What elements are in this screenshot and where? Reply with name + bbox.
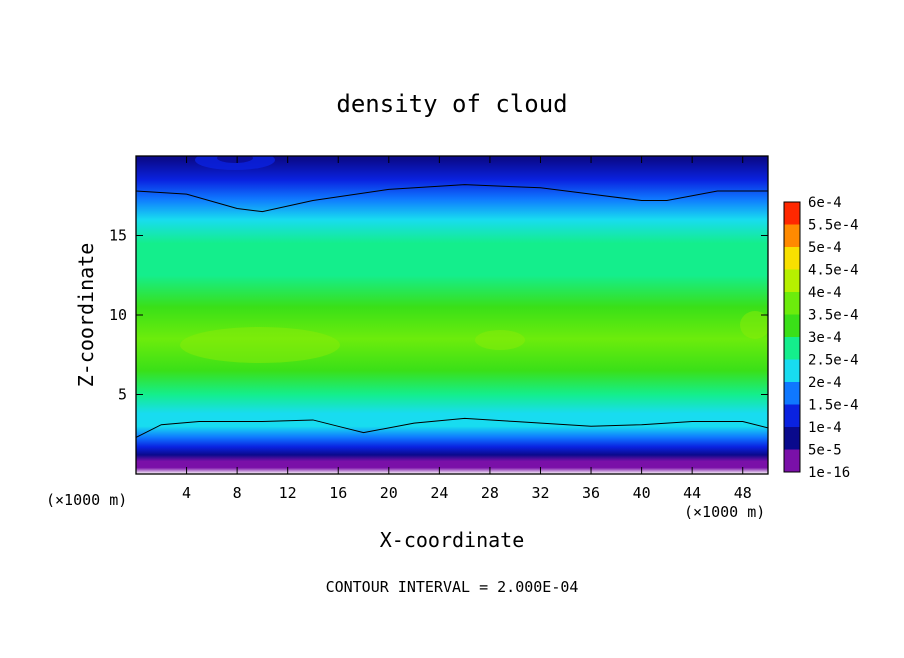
colorbar-swatch — [784, 359, 800, 382]
colorbar-label: 6e-4 — [808, 195, 842, 211]
colorbar-swatch — [784, 247, 800, 270]
x-tick-label: 4 — [182, 484, 191, 502]
y-tick-label: 5 — [118, 386, 127, 404]
colorbar: 1e-16 5e-5 1e-4 1.5e-4 2e-4 2.5e-4 3e-4 3.5e-4 4… — [783, 195, 859, 481]
colorbar-label: 4e-4 — [808, 285, 842, 301]
colorbar-label: 3.5e-4 — [808, 308, 859, 324]
x-tick-label: 12 — [279, 484, 297, 502]
colorbar-label: 4.5e-4 — [808, 263, 859, 279]
colorbar-label: 2e-4 — [808, 375, 842, 391]
low-density-patch — [217, 156, 253, 163]
y-tick-label: 10 — [109, 306, 127, 324]
colorbar-label: 1e-4 — [808, 420, 842, 436]
x-axis-unit: (×1000 m) — [684, 503, 765, 521]
x-tick-label: 16 — [329, 484, 347, 502]
colorbar-label: 3e-4 — [808, 330, 842, 346]
colorbar-swatch — [784, 292, 800, 315]
y-axis-unit: (×1000 m) — [46, 491, 127, 509]
colorbar-swatch — [784, 404, 800, 427]
colorbar-swatch — [784, 449, 800, 472]
colorbar-label: 1e-16 — [808, 465, 850, 481]
x-tick-label: 20 — [380, 484, 398, 502]
colorbar-swatch — [784, 382, 800, 405]
colorbar-label: 5.5e-4 — [808, 218, 859, 234]
x-axis-label: X-coordinate — [380, 528, 525, 552]
colorbar-swatch — [784, 269, 800, 292]
x-tick-label: 40 — [633, 484, 651, 502]
contour-lines — [136, 184, 768, 438]
high-density-patch — [475, 330, 525, 350]
x-axis-ticks: 4 8 12 16 20 24 28 32 36 40 44 48 — [182, 156, 752, 502]
chart-title: density of cloud — [336, 90, 567, 118]
plot-area — [136, 156, 768, 474]
contour-interval-note: CONTOUR INTERVAL = 2.000E-04 — [326, 578, 579, 596]
colorbar-frame — [783, 201, 801, 473]
x-tick-label: 48 — [734, 484, 752, 502]
colorbar-swatch — [784, 427, 800, 450]
colorbar-swatch — [784, 224, 800, 247]
colorbar-label: 5e-4 — [808, 240, 842, 256]
contour-line — [136, 184, 768, 213]
colorbar-label: 1.5e-4 — [808, 398, 859, 414]
x-tick-label: 32 — [531, 484, 549, 502]
y-axis-label: Z-coordinate — [74, 243, 98, 388]
x-tick-label: 8 — [233, 484, 242, 502]
high-density-patch — [180, 327, 340, 363]
density-field — [136, 156, 768, 474]
x-tick-label: 44 — [683, 484, 701, 502]
y-tick-label: 15 — [109, 227, 127, 245]
high-density-patch — [740, 311, 768, 339]
colorbar-swatch — [784, 202, 800, 225]
colorbar-label: 2.5e-4 — [808, 353, 859, 369]
x-tick-label: 36 — [582, 484, 600, 502]
x-tick-label: 24 — [430, 484, 448, 502]
colorbar-swatch — [784, 337, 800, 360]
colorbar-swatch — [784, 314, 800, 337]
x-tick-label: 28 — [481, 484, 499, 502]
y-axis-ticks: 5 10 15 — [109, 227, 768, 404]
contour-line — [136, 417, 768, 438]
colorbar-label: 5e-5 — [808, 443, 842, 459]
